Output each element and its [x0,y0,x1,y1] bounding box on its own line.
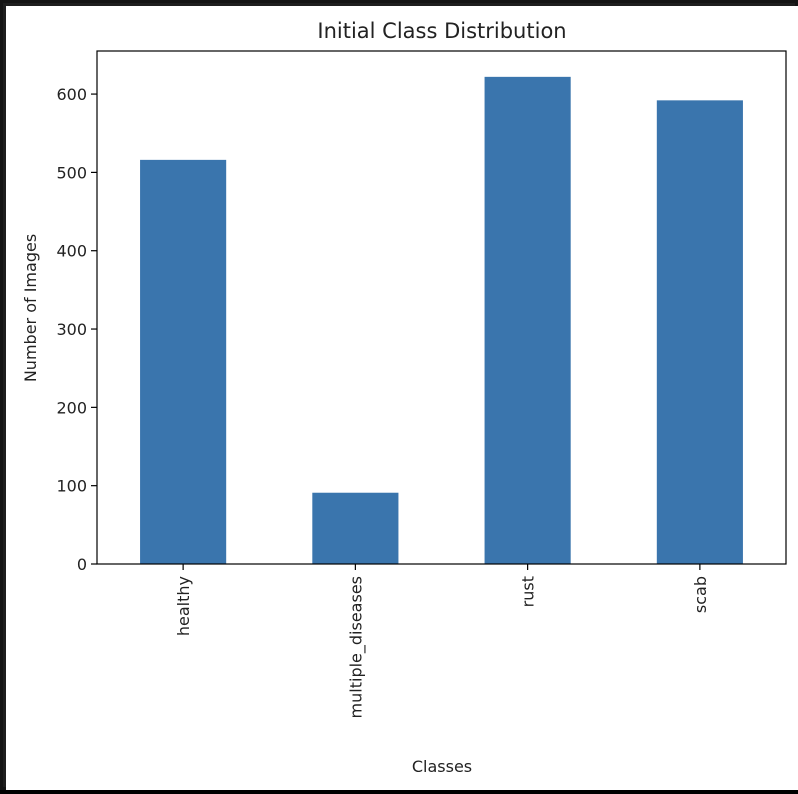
x-tick-label: healthy [174,576,193,636]
bar-multiple-diseases [312,492,399,564]
bar-healthy [140,159,227,564]
x-tick-label: multiple_diseases [346,576,366,718]
y-ticks-group: 0 100 200 300 400 500 600 [56,85,97,574]
bar-chart: Initial Class Distribution Number of Ima… [21,19,787,776]
bar-rust [484,76,571,565]
x-tick-label: rust [519,576,538,607]
y-tick-label: 600 [56,85,87,104]
y-tick-label: 400 [56,242,87,261]
chart-canvas: Initial Class Distribution Number of Ima… [6,6,798,790]
y-axis-label: Number of Images [21,234,40,382]
y-tick-label: 500 [56,163,87,182]
bars-group [140,76,743,565]
bar-scab [656,100,743,565]
y-tick-label: 0 [77,555,87,574]
plot-area-frame [96,50,787,565]
y-tick-label: 200 [56,398,87,417]
chart-title: Initial Class Distribution [317,19,566,43]
x-tick-label: scab [691,576,710,613]
x-ticks-group: healthy multiple_diseases rust scab [174,564,710,718]
x-axis-label: Classes [412,757,472,776]
y-tick-label: 100 [56,477,87,496]
y-tick-label: 300 [56,320,87,339]
